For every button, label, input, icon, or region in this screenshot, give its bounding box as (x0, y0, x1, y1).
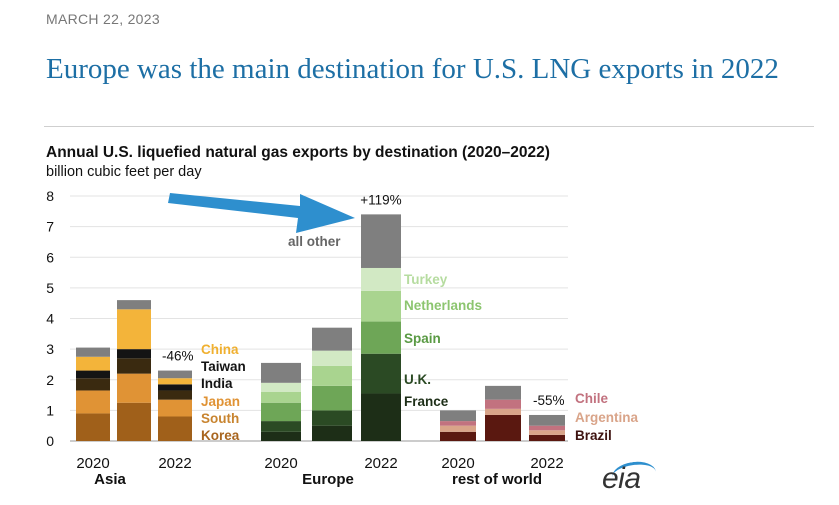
y-tick-label: 0 (46, 433, 54, 449)
bar-segment (312, 410, 352, 426)
bar-segment (361, 321, 401, 354)
bar-segment (361, 393, 401, 441)
bar-segment (529, 430, 565, 435)
bar-segment (312, 350, 352, 366)
series-label: U.K. (404, 372, 431, 387)
article-date: MARCH 22, 2023 (46, 11, 160, 27)
bar-segment (312, 425, 352, 441)
bar-segment (76, 356, 110, 371)
series-label: France (404, 394, 449, 409)
x-tick-label: 2022 (158, 455, 191, 472)
bar-segment (440, 431, 476, 441)
y-tick-label: 5 (46, 280, 54, 296)
series-label: Korea (201, 428, 240, 443)
bar-segment (485, 385, 521, 400)
series-label: Chile (575, 391, 608, 406)
series-label: Netherlands (404, 298, 482, 313)
bar-segment (440, 421, 476, 426)
change-label: +119% (360, 192, 401, 207)
bar-segment (261, 402, 301, 422)
change-label: -55% (533, 393, 565, 408)
bar-segment (158, 416, 192, 441)
group-label: Asia (94, 471, 126, 488)
series-label: Japan (201, 394, 240, 409)
x-tick-label: 2020 (76, 455, 109, 472)
bar-segment (485, 408, 521, 415)
series-label: Argentina (575, 410, 638, 425)
bar-segment (117, 349, 151, 359)
x-tick-label: 2022 (364, 455, 397, 472)
series-label: China (201, 342, 239, 357)
bar-segment (261, 382, 301, 392)
bar-segment (158, 384, 192, 391)
bar-segment (261, 431, 301, 441)
series-label: Taiwan (201, 359, 246, 374)
y-tick-label: 4 (46, 311, 54, 327)
bar-segment (117, 373, 151, 403)
y-tick-label: 1 (46, 402, 54, 418)
bar-segment (361, 353, 401, 394)
bar-segment (76, 413, 110, 441)
bar-segment (485, 399, 521, 409)
bar-segment (529, 425, 565, 431)
all-other-annotation: all other (288, 234, 341, 249)
bar-segment (485, 414, 521, 441)
arrow-icon (168, 193, 355, 233)
bar-segment (312, 385, 352, 411)
bar-segment (261, 392, 301, 403)
bar-segment (76, 390, 110, 414)
series-label: Spain (404, 331, 441, 346)
bar-segment (529, 434, 565, 441)
bar-segment (440, 425, 476, 432)
bar-segment (76, 347, 110, 357)
bar-segment (312, 327, 352, 351)
chart-title: Annual U.S. liquefied natural gas export… (46, 144, 550, 161)
eia-logo: eia (602, 462, 641, 495)
bar-segment (440, 410, 476, 422)
y-tick-label: 2 (46, 372, 54, 388)
series-label: Brazil (575, 428, 612, 443)
header-divider (44, 126, 814, 127)
y-tick-label: 8 (46, 188, 54, 204)
x-tick-label: 2022 (530, 455, 563, 472)
series-label: India (201, 376, 233, 391)
change-label: -46% (162, 349, 194, 364)
group-label: rest of world (452, 471, 542, 488)
bar-segment (261, 421, 301, 432)
page-headline: Europe was the main destination for U.S.… (46, 53, 779, 85)
bar-segment (117, 300, 151, 310)
bar-segment (117, 309, 151, 350)
bar-segment (117, 402, 151, 441)
bar-segment (529, 414, 565, 426)
bar-segment (76, 378, 110, 391)
x-tick-label: 2020 (441, 455, 474, 472)
chart-y-axis-unit: billion cubic feet per day (46, 164, 202, 180)
group-label: Europe (302, 471, 354, 488)
y-tick-label: 6 (46, 249, 54, 265)
bar-segment (117, 358, 151, 374)
bar-segment (76, 370, 110, 379)
series-label: Turkey (404, 272, 448, 287)
bar-segment (261, 362, 301, 383)
series-label: South (201, 411, 239, 426)
bar-segment (361, 290, 401, 322)
bar-segment (312, 365, 352, 386)
bar-segment (158, 370, 192, 379)
x-tick-label: 2020 (264, 455, 297, 472)
bar-segment (158, 399, 192, 417)
bar-segment (361, 267, 401, 291)
bar-segment (361, 214, 401, 268)
y-tick-label: 7 (46, 219, 54, 235)
bar-segment (158, 390, 192, 400)
y-tick-label: 3 (46, 341, 54, 357)
bar-segment (158, 378, 192, 385)
